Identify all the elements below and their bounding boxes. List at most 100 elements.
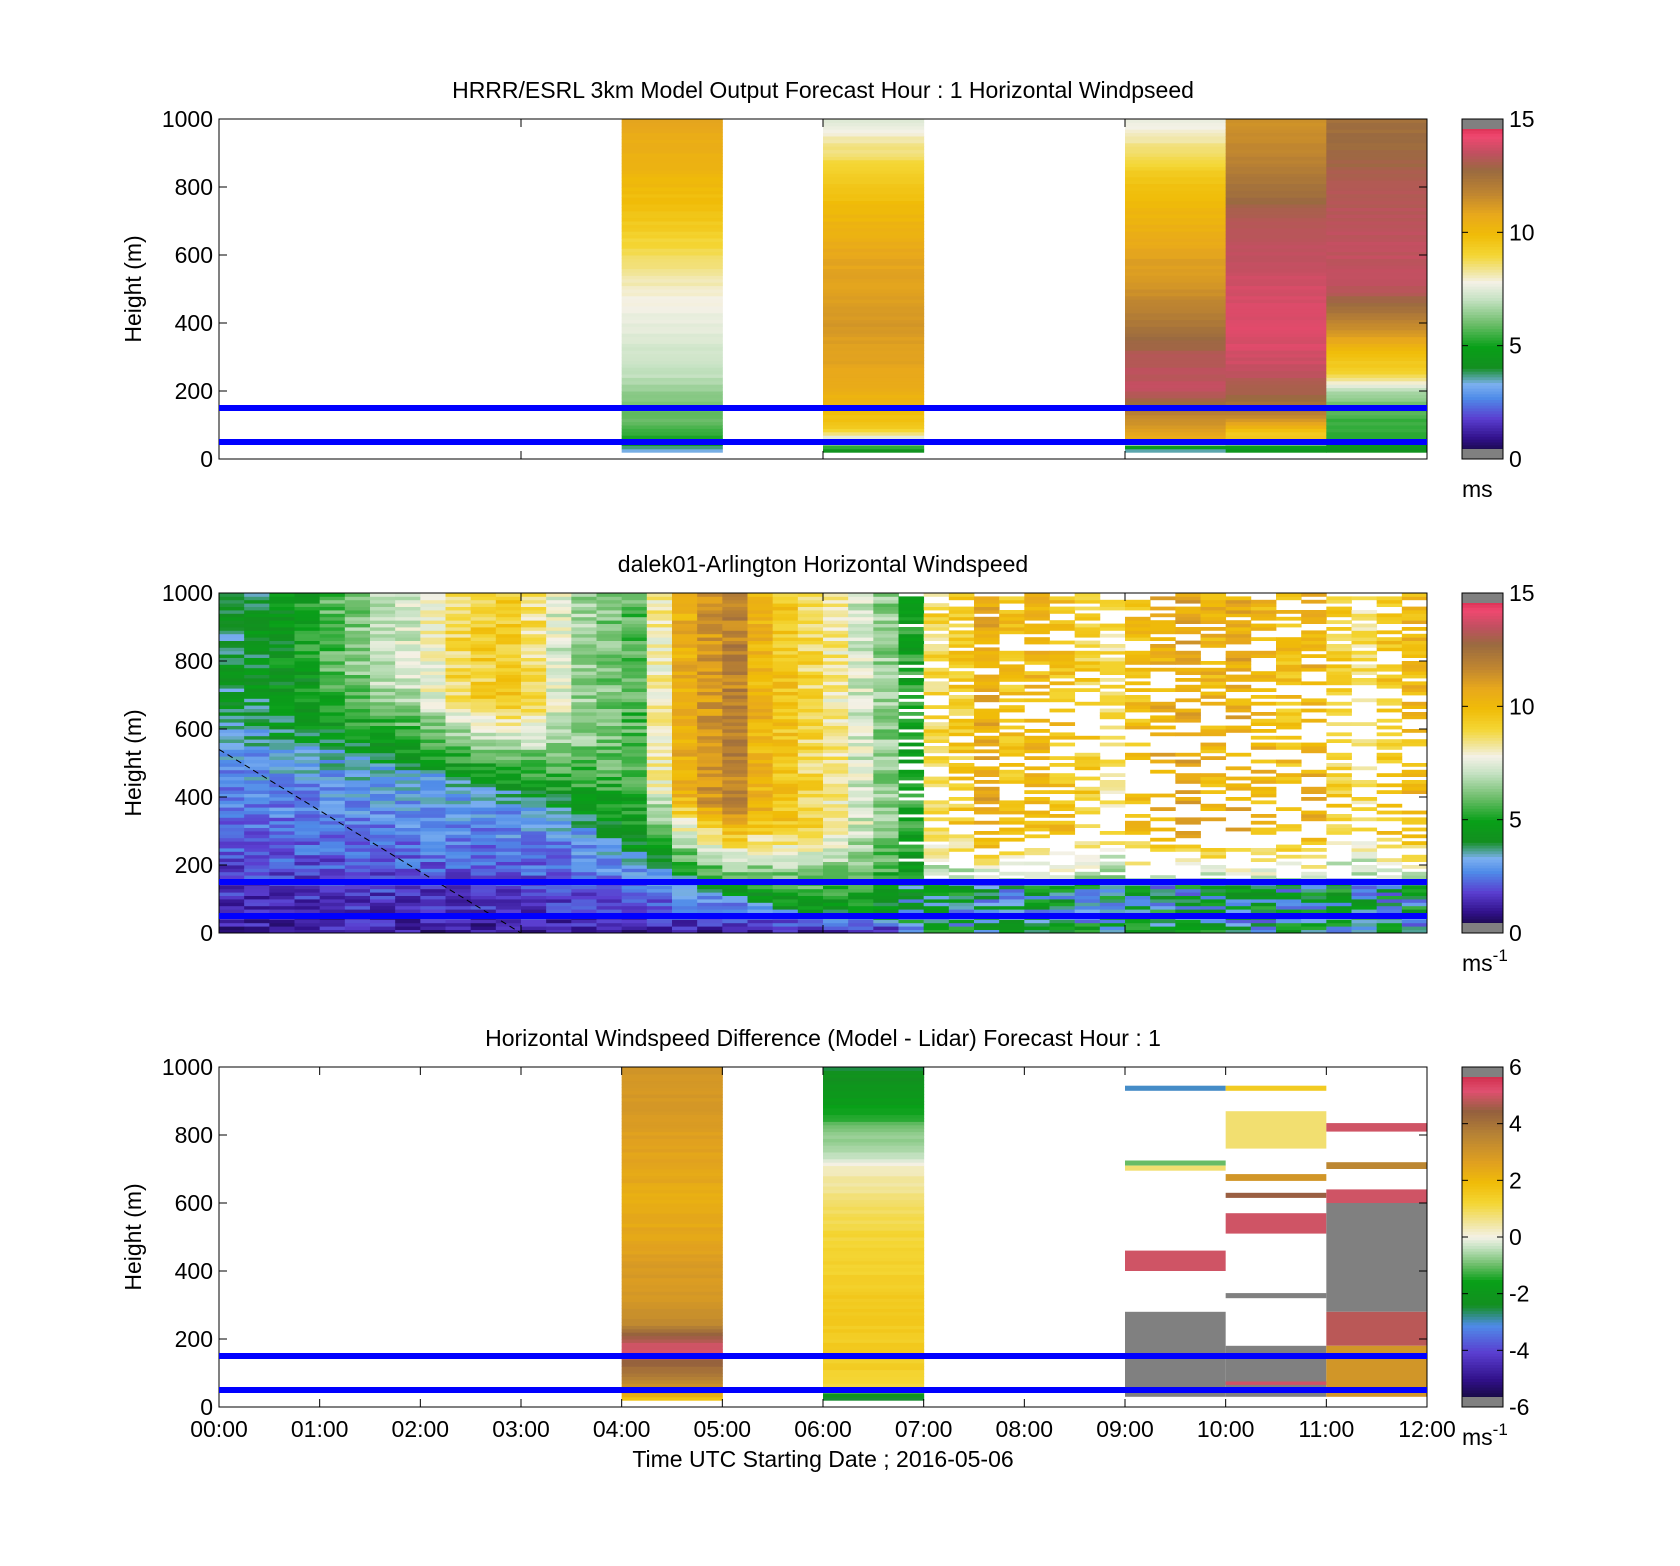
heatmap-cell <box>899 851 925 855</box>
heatmap-cell <box>974 889 1000 893</box>
heatmap-cell <box>873 749 899 753</box>
heatmap-cell <box>345 613 371 617</box>
heatmap-cell <box>244 719 270 723</box>
heatmap-cell <box>1150 627 1176 631</box>
heatmap-cell <box>320 637 346 641</box>
heatmap-cell <box>672 777 698 781</box>
heatmap-cell <box>345 885 371 889</box>
heatmap-cell <box>1377 892 1403 896</box>
heatmap-cell <box>1251 851 1277 855</box>
heatmap-cell <box>722 600 748 604</box>
heatmap-cell <box>748 600 774 604</box>
heatmap-cell <box>672 783 698 787</box>
heatmap-cell <box>773 797 799 801</box>
heatmap-cell <box>345 634 371 638</box>
y-tick-label: 0 <box>200 920 213 946</box>
heatmap-cell <box>647 800 673 804</box>
heatmap-cell <box>1402 787 1428 791</box>
heatmap-cell <box>370 726 396 730</box>
heatmap-cell <box>1326 664 1352 668</box>
heatmap-cell <box>798 807 824 811</box>
heatmap-cell <box>1024 790 1050 794</box>
heatmap-cell <box>420 831 446 835</box>
heatmap-cell <box>1024 811 1050 815</box>
heatmap-cell <box>1402 865 1428 869</box>
heatmap-cell <box>295 892 321 896</box>
heatmap-cell <box>1125 637 1151 641</box>
heatmap-cell <box>521 831 547 835</box>
heatmap-cell <box>1075 845 1101 849</box>
heatmap-cell <box>1352 817 1378 821</box>
heatmap-cell <box>848 909 874 913</box>
heatmap-cell <box>748 763 774 767</box>
heatmap-cell <box>471 644 497 648</box>
heatmap-cell <box>521 760 547 764</box>
heatmap-cell <box>647 719 673 723</box>
heatmap-cell <box>546 603 572 607</box>
heatmap-cell <box>1402 681 1428 685</box>
heatmap-cell <box>672 773 698 777</box>
heatmap-cell <box>345 753 371 757</box>
heatmap-cell <box>798 685 824 689</box>
heatmap-cell <box>1050 692 1076 696</box>
heatmap-cell <box>622 828 648 832</box>
heatmap-cell <box>622 658 648 662</box>
heatmap-cell <box>873 739 899 743</box>
heatmap-cell <box>345 919 371 923</box>
heatmap-cell <box>999 739 1025 743</box>
heatmap-cell <box>823 146 924 150</box>
heatmap-cell <box>446 817 472 821</box>
heatmap-cell <box>1326 763 1352 767</box>
heatmap-cell <box>1024 603 1050 607</box>
heatmap-cell <box>722 892 748 896</box>
heatmap-cell <box>1075 926 1101 930</box>
heatmap-cell <box>320 899 346 903</box>
heatmap-cell <box>1125 394 1226 398</box>
heatmap-cell <box>924 848 950 852</box>
heatmap-cell <box>420 726 446 730</box>
heatmap-cell <box>697 811 723 815</box>
heatmap-cell <box>722 899 748 903</box>
heatmap-cell <box>697 770 723 774</box>
heatmap-cell <box>798 814 824 818</box>
heatmap-cell <box>1226 347 1327 351</box>
heatmap-cell <box>395 800 421 804</box>
heatmap-cell <box>1301 664 1327 668</box>
heatmap-cell <box>1226 323 1327 327</box>
heatmap-cell <box>1226 150 1327 154</box>
heatmap-cell <box>672 644 698 648</box>
heatmap-cell <box>546 800 572 804</box>
heatmap-cell <box>1251 831 1277 835</box>
heatmap-cell <box>1175 780 1201 784</box>
heatmap-cell <box>496 763 522 767</box>
heatmap-cell <box>1100 668 1126 672</box>
heatmap-cell <box>546 855 572 859</box>
heatmap-cell <box>395 712 421 716</box>
heatmap-cell <box>924 722 950 726</box>
heatmap-cell <box>1326 817 1352 821</box>
heatmap-cell <box>722 596 748 600</box>
heatmap-cell <box>1050 743 1076 747</box>
heatmap-cell <box>622 286 723 290</box>
heatmap-cell <box>1175 698 1201 702</box>
heatmap-cell <box>974 858 1000 862</box>
heatmap-cell <box>748 698 774 702</box>
heatmap-cell <box>1251 919 1277 923</box>
heatmap-cell <box>1226 688 1252 692</box>
heatmap-cell <box>420 630 446 634</box>
heatmap-cell <box>823 296 924 300</box>
heatmap-cell <box>622 1186 723 1190</box>
heatmap-cell <box>219 746 245 750</box>
heatmap-cell <box>823 309 924 313</box>
heatmap-cell <box>395 787 421 791</box>
heatmap-cell <box>219 858 245 862</box>
heatmap-cell <box>1226 607 1252 611</box>
heatmap-cell <box>1402 889 1428 893</box>
heatmap-cell <box>974 807 1000 811</box>
heatmap-cell <box>798 906 824 910</box>
heatmap-cell <box>622 885 648 889</box>
heatmap-cell <box>1024 756 1050 760</box>
heatmap-cell <box>798 855 824 859</box>
heatmap-cell <box>571 709 597 713</box>
heatmap-cell <box>1175 919 1201 923</box>
